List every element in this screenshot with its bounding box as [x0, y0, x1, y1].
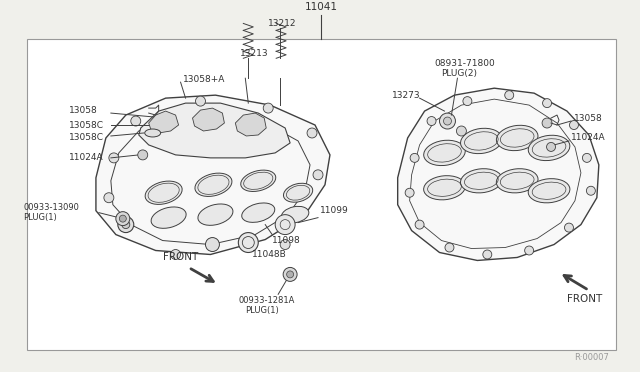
Circle shape	[238, 232, 259, 253]
Circle shape	[570, 121, 579, 129]
Text: 13058: 13058	[574, 113, 603, 122]
Circle shape	[118, 217, 134, 232]
Text: 11098: 11098	[272, 236, 301, 245]
Polygon shape	[397, 88, 599, 260]
Ellipse shape	[497, 169, 538, 193]
Text: PLUG(2): PLUG(2)	[442, 69, 477, 78]
Circle shape	[440, 113, 456, 129]
Circle shape	[564, 223, 573, 232]
Circle shape	[586, 186, 595, 195]
Text: R·00007: R·00007	[574, 353, 609, 362]
Ellipse shape	[461, 169, 502, 193]
Circle shape	[307, 128, 317, 138]
Circle shape	[280, 240, 290, 250]
Circle shape	[410, 153, 419, 162]
Circle shape	[543, 99, 552, 108]
Ellipse shape	[145, 129, 161, 137]
Text: PLUG(1): PLUG(1)	[23, 213, 57, 222]
Text: PLUG(1): PLUG(1)	[245, 306, 279, 315]
Ellipse shape	[461, 128, 502, 154]
Circle shape	[119, 215, 126, 222]
Circle shape	[525, 246, 534, 255]
Circle shape	[542, 118, 552, 128]
Text: 13273: 13273	[392, 91, 420, 100]
Circle shape	[463, 97, 472, 106]
Circle shape	[547, 142, 556, 151]
Text: 13058C: 13058C	[69, 134, 104, 142]
Circle shape	[195, 96, 205, 106]
Ellipse shape	[528, 179, 570, 203]
Ellipse shape	[241, 170, 276, 192]
Circle shape	[263, 103, 273, 113]
Ellipse shape	[528, 135, 570, 161]
Text: 13058C: 13058C	[69, 121, 104, 129]
Ellipse shape	[151, 207, 186, 228]
Circle shape	[131, 116, 141, 126]
Polygon shape	[148, 111, 179, 133]
Circle shape	[109, 153, 119, 163]
Circle shape	[445, 243, 454, 252]
Circle shape	[283, 267, 297, 281]
Ellipse shape	[282, 206, 309, 223]
Text: 11024A: 11024A	[69, 153, 104, 163]
Ellipse shape	[198, 204, 233, 225]
Circle shape	[415, 220, 424, 229]
Circle shape	[205, 238, 220, 251]
Text: 08931-71800: 08931-71800	[435, 59, 495, 68]
Text: 11099: 11099	[320, 206, 349, 215]
Circle shape	[116, 212, 130, 225]
Circle shape	[505, 91, 514, 100]
Circle shape	[313, 170, 323, 180]
Circle shape	[483, 250, 492, 259]
Circle shape	[104, 193, 114, 203]
Polygon shape	[193, 108, 225, 131]
Ellipse shape	[424, 176, 465, 200]
Circle shape	[122, 221, 130, 228]
Circle shape	[444, 117, 451, 125]
Circle shape	[275, 215, 295, 235]
Ellipse shape	[242, 203, 275, 222]
Text: 13212: 13212	[268, 19, 297, 28]
Ellipse shape	[195, 173, 232, 196]
Text: 11041: 11041	[305, 3, 337, 13]
Circle shape	[171, 250, 180, 259]
Circle shape	[456, 126, 467, 136]
Bar	[27, 39, 616, 350]
Ellipse shape	[497, 125, 538, 151]
Polygon shape	[96, 95, 330, 254]
Ellipse shape	[145, 181, 182, 204]
Text: 13058: 13058	[69, 106, 98, 115]
Polygon shape	[236, 113, 266, 136]
Ellipse shape	[284, 183, 313, 202]
Text: 11048B: 11048B	[252, 250, 287, 259]
Circle shape	[287, 271, 294, 278]
Ellipse shape	[424, 140, 465, 166]
Circle shape	[427, 116, 436, 125]
Polygon shape	[139, 103, 290, 158]
Circle shape	[405, 188, 414, 197]
Circle shape	[582, 153, 591, 162]
Text: 13213: 13213	[241, 49, 269, 58]
Text: 13058+A: 13058+A	[182, 75, 225, 84]
Text: 11024A: 11024A	[571, 134, 605, 142]
Text: FRONT: FRONT	[163, 253, 198, 263]
Circle shape	[138, 150, 148, 160]
Text: 00933-13090: 00933-13090	[23, 203, 79, 212]
Text: 00933-1281A: 00933-1281A	[238, 296, 294, 305]
Text: FRONT: FRONT	[567, 294, 602, 304]
